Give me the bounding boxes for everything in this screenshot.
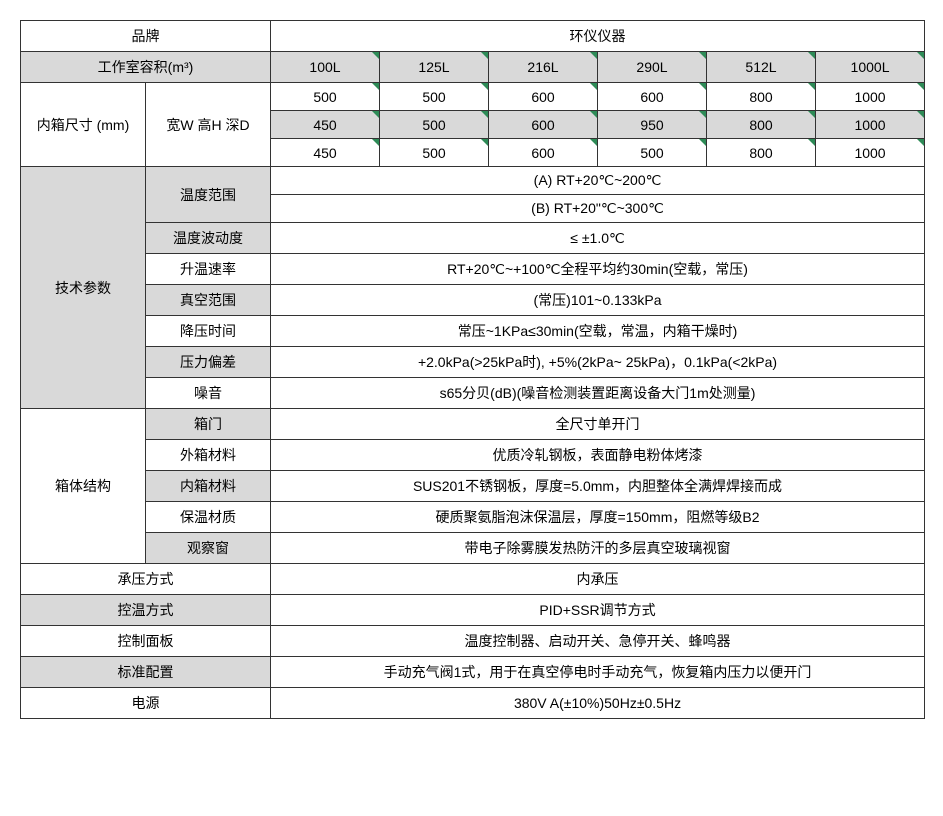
table-cell: (B) RT+20"℃~300℃ <box>271 195 925 223</box>
table-cell: PID+SSR调节方式 <box>271 595 925 626</box>
table-cell: 外箱材料 <box>146 440 271 471</box>
table-row: 真空范围(常压)101~0.133kPa <box>21 285 925 316</box>
table-cell: 500 <box>598 139 707 167</box>
table-cell: 500 <box>380 139 489 167</box>
table-cell: 环仪仪器 <box>271 21 925 52</box>
table-cell: 硬质聚氨脂泡沫保温层，厚度=150mm，阻燃等级B2 <box>271 502 925 533</box>
spec-table: 品牌环仪仪器工作室容积(m³)100L125L216L290L512L1000L… <box>20 20 925 719</box>
table-cell: 内承压 <box>271 564 925 595</box>
table-cell: 500 <box>271 83 380 111</box>
table-cell: 温度控制器、启动开关、急停开关、蜂鸣器 <box>271 626 925 657</box>
table-cell: 优质冷轧钢板，表面静电粉体烤漆 <box>271 440 925 471</box>
table-cell: 常压~1KPa≤30min(空载，常温，内箱干燥时) <box>271 316 925 347</box>
table-cell: 带电子除雾膜发热防汗的多层真空玻璃视窗 <box>271 533 925 564</box>
table-row: 压力偏差+2.0kPa(>25kPa时), +5%(2kPa~ 25kPa)，0… <box>21 347 925 378</box>
table-cell: 100L <box>271 52 380 83</box>
table-cell: 标准配置 <box>21 657 271 688</box>
table-cell: (A) RT+20℃~200℃ <box>271 167 925 195</box>
table-cell: 290L <box>598 52 707 83</box>
table-cell: 真空范围 <box>146 285 271 316</box>
table-cell: 宽W 高H 深D <box>146 83 271 167</box>
table-cell: 箱门 <box>146 409 271 440</box>
table-cell: 800 <box>707 111 816 139</box>
table-cell: 950 <box>598 111 707 139</box>
table-cell: 品牌 <box>21 21 271 52</box>
table-cell: 380V A(±10%)50Hz±0.5Hz <box>271 688 925 719</box>
table-cell: 全尺寸单开门 <box>271 409 925 440</box>
table-cell: 升温速率 <box>146 254 271 285</box>
table-cell: 600 <box>489 139 598 167</box>
table-cell: 1000 <box>816 139 925 167</box>
table-cell: 500 <box>380 83 489 111</box>
table-row: 工作室容积(m³)100L125L216L290L512L1000L <box>21 52 925 83</box>
table-cell: 216L <box>489 52 598 83</box>
table-row: 外箱材料优质冷轧钢板，表面静电粉体烤漆 <box>21 440 925 471</box>
table-cell: s65分贝(dB)(噪音检测装置距离设备大门1m处测量) <box>271 378 925 409</box>
table-cell: 512L <box>707 52 816 83</box>
table-cell: RT+20℃~+100℃全程平均约30min(空载，常压) <box>271 254 925 285</box>
table-cell: +2.0kPa(>25kPa时), +5%(2kPa~ 25kPa)，0.1kP… <box>271 347 925 378</box>
table-cell: 500 <box>380 111 489 139</box>
table-cell: 内箱材料 <box>146 471 271 502</box>
table-row: 技术参数温度范围(A) RT+20℃~200℃ <box>21 167 925 195</box>
table-cell: 600 <box>489 111 598 139</box>
table-cell: 控制面板 <box>21 626 271 657</box>
table-cell: 450 <box>271 111 380 139</box>
table-cell: 1000L <box>816 52 925 83</box>
table-cell: SUS201不锈钢板，厚度=5.0mm，内胆整体全满焊焊接而成 <box>271 471 925 502</box>
table-cell: 125L <box>380 52 489 83</box>
table-row: 内箱材料SUS201不锈钢板，厚度=5.0mm，内胆整体全满焊焊接而成 <box>21 471 925 502</box>
table-cell: ≤ ±1.0℃ <box>271 223 925 254</box>
table-cell: 技术参数 <box>21 167 146 409</box>
table-row: 噪音s65分贝(dB)(噪音检测装置距离设备大门1m处测量) <box>21 378 925 409</box>
table-cell: 内箱尺寸 (mm) <box>21 83 146 167</box>
table-row: 箱体结构箱门全尺寸单开门 <box>21 409 925 440</box>
table-cell: 观察窗 <box>146 533 271 564</box>
table-row: 电源380V A(±10%)50Hz±0.5Hz <box>21 688 925 719</box>
table-cell: 800 <box>707 83 816 111</box>
table-cell: 1000 <box>816 83 925 111</box>
table-row: 品牌环仪仪器 <box>21 21 925 52</box>
table-cell: 600 <box>489 83 598 111</box>
table-row: 标准配置手动充气阀1式，用于在真空停电时手动充气，恢复箱内压力以便开门 <box>21 657 925 688</box>
table-cell: 电源 <box>21 688 271 719</box>
table-cell: 工作室容积(m³) <box>21 52 271 83</box>
table-row: 保温材质硬质聚氨脂泡沫保温层，厚度=150mm，阻燃等级B2 <box>21 502 925 533</box>
table-row: 控制面板温度控制器、启动开关、急停开关、蜂鸣器 <box>21 626 925 657</box>
table-row: 承压方式内承压 <box>21 564 925 595</box>
table-cell: 1000 <box>816 111 925 139</box>
table-cell: 降压时间 <box>146 316 271 347</box>
table-row: 观察窗带电子除雾膜发热防汗的多层真空玻璃视窗 <box>21 533 925 564</box>
table-cell: 手动充气阀1式，用于在真空停电时手动充气，恢复箱内压力以便开门 <box>271 657 925 688</box>
table-cell: 承压方式 <box>21 564 271 595</box>
table-cell: 800 <box>707 139 816 167</box>
table-cell: 保温材质 <box>146 502 271 533</box>
table-cell: 450 <box>271 139 380 167</box>
table-row: 内箱尺寸 (mm)宽W 高H 深D5005006006008001000 <box>21 83 925 111</box>
table-cell: (常压)101~0.133kPa <box>271 285 925 316</box>
table-cell: 温度波动度 <box>146 223 271 254</box>
table-cell: 压力偏差 <box>146 347 271 378</box>
table-cell: 温度范围 <box>146 167 271 223</box>
table-cell: 600 <box>598 83 707 111</box>
table-cell: 箱体结构 <box>21 409 146 564</box>
table-row: 降压时间常压~1KPa≤30min(空载，常温，内箱干燥时) <box>21 316 925 347</box>
table-row: 控温方式PID+SSR调节方式 <box>21 595 925 626</box>
table-cell: 噪音 <box>146 378 271 409</box>
table-row: 温度波动度≤ ±1.0℃ <box>21 223 925 254</box>
table-cell: 控温方式 <box>21 595 271 626</box>
table-row: 升温速率RT+20℃~+100℃全程平均约30min(空载，常压) <box>21 254 925 285</box>
